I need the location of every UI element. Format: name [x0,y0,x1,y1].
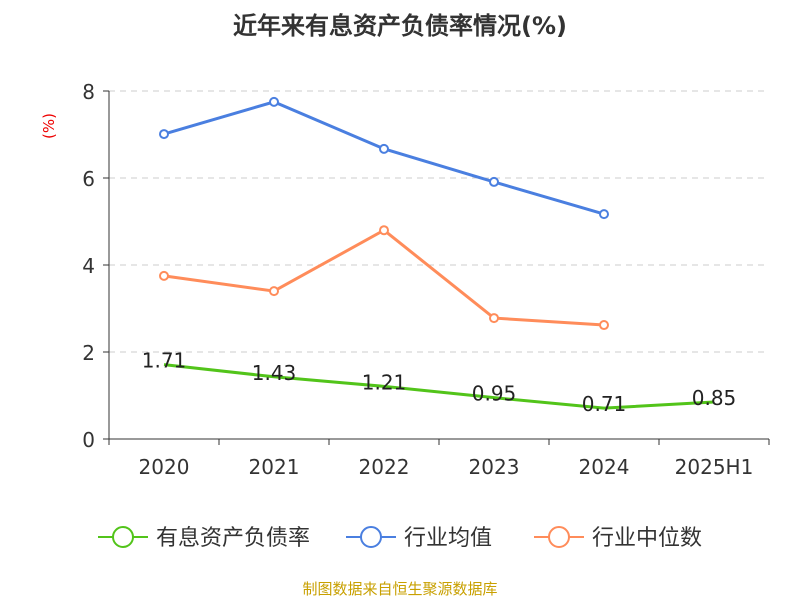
series-line-2 [163,228,605,327]
legend-marker [548,526,570,548]
data-label: 1.21 [362,370,407,394]
data-point [159,270,169,281]
x-tick-label: 2025H1 [675,455,754,479]
source-note: 制图数据来自恒生聚源数据库 [302,580,498,598]
x-tick-label: 2022 [359,455,410,479]
y-tick-label: 2 [82,341,95,365]
y-axis-label: (%) [40,113,58,139]
x-tick-label: 2020 [139,455,190,479]
data-label: 1.43 [252,361,297,385]
legend-label: 行业中位数 [592,526,702,551]
legend-marker [360,526,382,548]
y-tick-label: 0 [82,428,95,452]
series-line-0 [163,363,715,410]
y-tick-label: 8 [82,80,95,104]
data-point [379,143,389,154]
legend-marker [112,526,134,548]
data-point [269,286,279,297]
y-tick-label: 6 [82,167,95,191]
x-tick-label: 2023 [469,455,520,479]
data-point [159,129,169,140]
data-point [599,320,609,331]
legend-label: 行业均值 [404,526,492,551]
chart-title: 近年来有息资产负债率情况(%) [233,12,567,40]
data-label: 0.71 [582,392,627,416]
legend-label: 有息资产负债率 [156,526,310,551]
data-point [599,209,609,220]
data-label: 0.95 [472,382,517,406]
y-tick-label: 4 [82,254,95,278]
data-point [489,176,499,187]
series-line-1 [163,100,605,216]
data-point [269,96,279,107]
x-tick-label: 2021 [249,455,300,479]
data-point [379,225,389,236]
data-label: 1.71 [142,349,187,373]
data-point [489,313,499,324]
x-tick-label: 2024 [579,455,630,479]
data-label: 0.85 [692,386,737,410]
